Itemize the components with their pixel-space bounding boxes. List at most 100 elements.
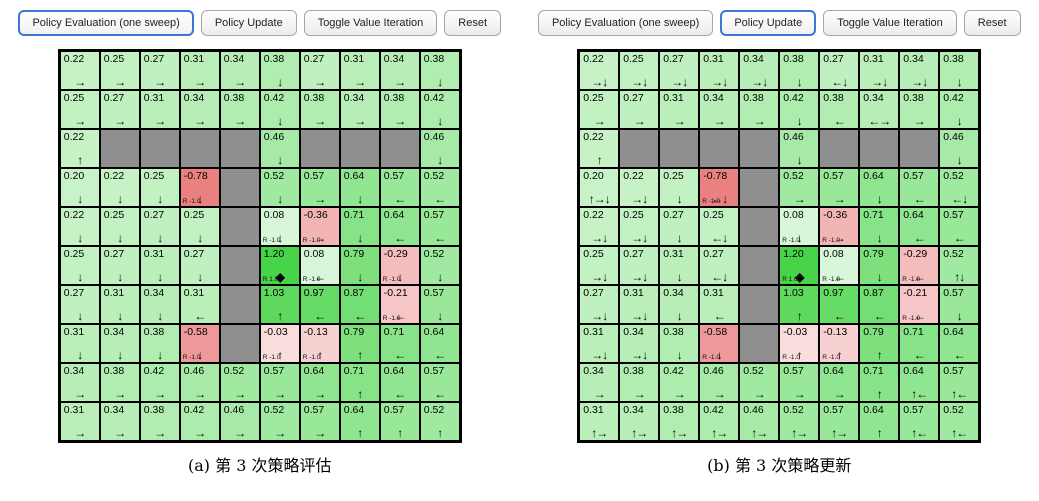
toggle-value-iteration-button[interactable]: Toggle Value Iteration [823, 10, 957, 36]
policy-evaluation-button[interactable]: Policy Evaluation (one sweep) [537, 10, 714, 36]
cell-value: 0.34 [183, 92, 205, 104]
grid-cell: 0.38 → [219, 90, 260, 129]
policy-arrow-icon: ← [833, 309, 846, 323]
grid-cell: 0.42 ↑→ [699, 402, 740, 441]
grid-cell: 0.34 → [339, 90, 380, 129]
wall-cell [739, 129, 780, 168]
reward-label: R -1.0 [262, 354, 281, 361]
cell-value: 0.64 [943, 326, 964, 338]
grid-cell: 0.71 ↓ [339, 207, 380, 246]
policy-arrow-icon: ↓ [956, 114, 963, 128]
policy-arrow-icon: ↓ [157, 348, 163, 362]
cell-value: 0.27 [623, 248, 644, 260]
policy-evaluation-button[interactable]: Policy Evaluation (one sweep) [18, 10, 194, 36]
grid-cell: 0.42 ↓ [259, 90, 300, 129]
reward-label: R -1.0 [702, 354, 720, 361]
grid-cell: 0.79 ↓ [859, 246, 900, 285]
cell-value: 0.34 [63, 365, 85, 377]
grid-cell: 0.64 ← [899, 207, 940, 246]
reward-label: R 1.0 [262, 276, 279, 283]
toolbar: Policy Evaluation (one sweep) Policy Upda… [0, 0, 520, 36]
grid-cell: 0.34 ↓ [659, 285, 700, 324]
cell-value: 0.71 [343, 209, 365, 221]
cell-value: 0.46 [423, 131, 445, 143]
policy-arrow-icon: ↓ [77, 231, 83, 245]
policy-arrow-icon: ↓ [77, 348, 83, 362]
grid-cell: 0.20 ↑→↓ [579, 168, 620, 207]
reset-button[interactable]: Reset [963, 10, 1021, 36]
policy-arrow-icon: ↓ [157, 231, 163, 245]
cell-value: 0.20 [63, 170, 85, 182]
grid-cell: 0.38 ↓ [939, 51, 980, 90]
policy-arrow-icon: → [74, 426, 86, 440]
penalty-cell: -0.13 R -1.0 ↑ [299, 324, 340, 363]
policy-arrow-icon: ↓ [157, 270, 163, 284]
grid-cell: 0.42 ↓ [419, 90, 460, 129]
grid-cell: 0.22 →↓ [579, 51, 620, 90]
policy-arrow-icon: → [633, 114, 646, 128]
penalty-cell: -0.03 R -1.0 ↑ [259, 324, 300, 363]
cell-value: 0.38 [663, 404, 684, 416]
grid-cell: 0.57 ← [419, 363, 460, 402]
policy-arrow-icon: → [234, 75, 246, 89]
grid-cell: 0.64 ← [379, 363, 420, 402]
cell-value: 0.64 [303, 365, 325, 377]
policy-update-button[interactable]: Policy Update [200, 10, 297, 36]
grid-cell: 0.42 ↓ [939, 90, 980, 129]
panel-a: Policy Evaluation (one sweep) Policy Upda… [0, 0, 520, 475]
toggle-value-iteration-button[interactable]: Toggle Value Iteration [303, 10, 438, 36]
cell-value: 0.22 [103, 170, 125, 182]
grid-cell: 0.34 →↓ [899, 51, 940, 90]
cell-value: 0.27 [663, 53, 684, 65]
cell-value: 0.52 [423, 404, 445, 416]
policy-arrow-icon: →↓ [871, 75, 888, 89]
wall-cell [219, 168, 260, 207]
policy-update-button[interactable]: Policy Update [720, 10, 817, 36]
policy-arrow-icon: ↓ [796, 153, 803, 167]
penalty-cell: -0.21 R -1.0 ← [899, 285, 940, 324]
policy-arrow-icon: ← [913, 270, 926, 284]
grid-cell: 0.38 ↓ [419, 51, 460, 90]
cell-value: 0.57 [423, 209, 445, 221]
policy-arrow-icon: → [194, 75, 206, 89]
grid-cell: 0.27 → [99, 90, 140, 129]
grid-cell: 0.57 ↑ [379, 402, 420, 441]
policy-arrow-icon: ↑→ [791, 426, 808, 440]
cell-value: 0.34 [223, 53, 245, 65]
penalty-cell: -0.36 R -1.0 → [819, 207, 860, 246]
grid-cell: 0.38 ← [819, 90, 860, 129]
cell-value: 0.27 [143, 53, 165, 65]
cell-value: 0.52 [943, 248, 964, 260]
cell-value: 0.71 [903, 326, 924, 338]
policy-arrow-icon: ← [873, 309, 886, 323]
policy-arrow-icon: ← [434, 231, 446, 245]
policy-arrow-icon: → [274, 426, 286, 440]
cell-value: 0.42 [663, 365, 684, 377]
gridworld: 0.22 → 0.25 → 0.27 → 0.31 → 0.34 → 0.38 ↓ 0.27 → 0.31 →… [57, 49, 462, 443]
cell-value: 0.31 [63, 326, 85, 338]
policy-arrow-icon: ↓ [157, 309, 163, 323]
grid-cell: 0.64 ↓ [339, 168, 380, 207]
grid-cell: 0.34 → [179, 90, 220, 129]
policy-arrow-icon: → [234, 426, 246, 440]
cell-value: 0.34 [743, 53, 764, 65]
policy-arrow-icon: ↓ [117, 192, 123, 206]
cell-value: 0.71 [343, 365, 365, 377]
cell-value: 0.42 [423, 92, 445, 104]
cell-value: 0.46 [743, 404, 764, 416]
cell-value: 0.31 [623, 287, 644, 299]
grid-cell: 0.71 ↑ [859, 363, 900, 402]
grid-cell: 0.71 ↑ [339, 363, 380, 402]
policy-arrow-icon: →↓ [631, 231, 648, 245]
cell-value: 0.52 [263, 170, 285, 182]
policy-arrow-icon: ↑← [951, 426, 968, 440]
reset-button[interactable]: Reset [444, 10, 502, 36]
cell-value: 0.38 [663, 326, 684, 338]
grid-cell: 0.97 ← [819, 285, 860, 324]
wall-cell [899, 129, 940, 168]
wall-cell [739, 207, 780, 246]
cell-value: 0.38 [143, 404, 165, 416]
cell-value: -0.13 [823, 326, 848, 338]
cell-value: 0.64 [903, 365, 924, 377]
policy-arrow-icon: → [314, 75, 326, 89]
